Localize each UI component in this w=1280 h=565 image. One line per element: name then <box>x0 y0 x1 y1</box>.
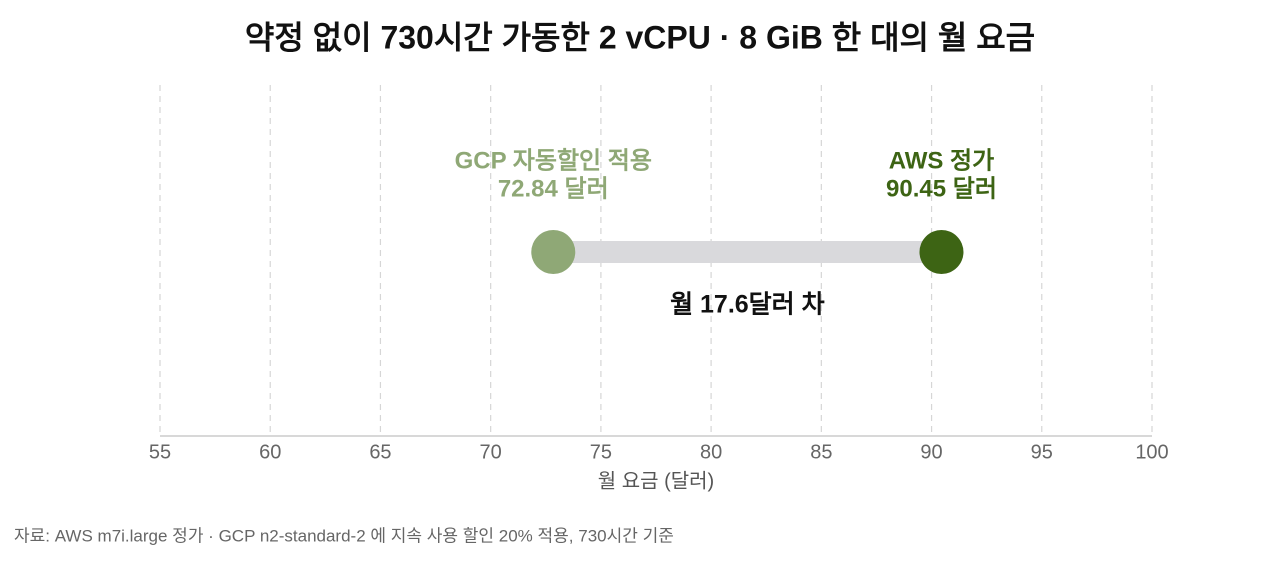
legend-label: AWS 정가 <box>889 147 995 174</box>
x-tick-label: 70 <box>480 441 502 463</box>
x-tick-label: 85 <box>810 441 832 463</box>
legend-label: GCP 자동할인 적용 <box>455 147 652 174</box>
x-tick-label: 80 <box>700 441 722 463</box>
x-tick-label: 75 <box>590 441 612 463</box>
x-axis-label: 월 요금 (달러) <box>598 469 714 492</box>
x-tick-label: 95 <box>1031 441 1053 463</box>
dot <box>531 230 576 274</box>
annotation: 월 17.6달러 차 <box>670 291 825 319</box>
x-tick-label: 100 <box>1135 441 1168 463</box>
x-tick-label: 65 <box>369 441 391 463</box>
value-label: 90.45 달러 <box>886 175 997 202</box>
x-tick-label: 90 <box>920 441 942 463</box>
dot <box>919 230 964 274</box>
chart-title: 약정 없이 730시간 가동한 2 vCPU · 8 GiB 한 대의 월 요금 <box>245 19 1035 55</box>
value-label: 72.84 달러 <box>498 175 609 202</box>
x-tick-label: 60 <box>259 441 281 463</box>
source-note: 자료: AWS m7i.large 정가 · GCP n2-standard-2… <box>14 526 674 545</box>
x-tick-label: 55 <box>149 441 171 463</box>
